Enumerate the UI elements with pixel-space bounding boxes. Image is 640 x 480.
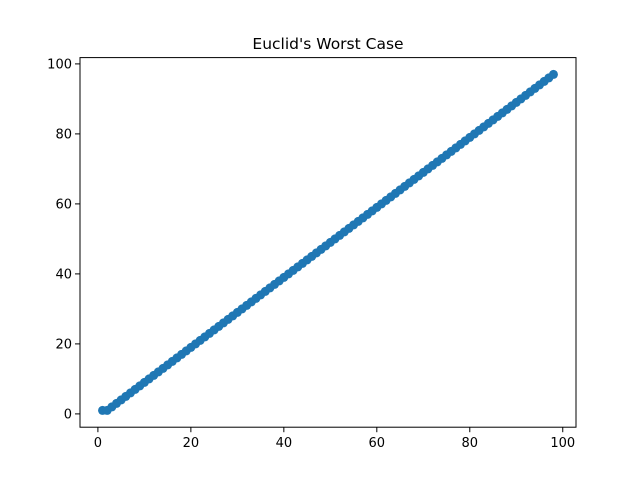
y-tick-label: 0 [64, 407, 72, 422]
x-tick-label: 80 [462, 436, 479, 451]
point [548, 69, 558, 79]
x-tick-label: 100 [550, 436, 575, 451]
y-tick-label: 100 [47, 57, 72, 72]
y-tick-label: 40 [55, 267, 72, 282]
x-tick-label: 40 [276, 436, 293, 451]
y-tick-label: 20 [55, 337, 72, 352]
axes-frame [79, 57, 577, 428]
x-tick-label: 20 [183, 436, 200, 451]
y-tick-label: 80 [55, 127, 72, 142]
x-tick-label: 0 [94, 436, 102, 451]
chart-title: Euclid's Worst Case [252, 35, 403, 53]
y-tick-label: 60 [55, 197, 72, 212]
plot-area [98, 69, 558, 415]
x-tick-label: 60 [369, 436, 386, 451]
